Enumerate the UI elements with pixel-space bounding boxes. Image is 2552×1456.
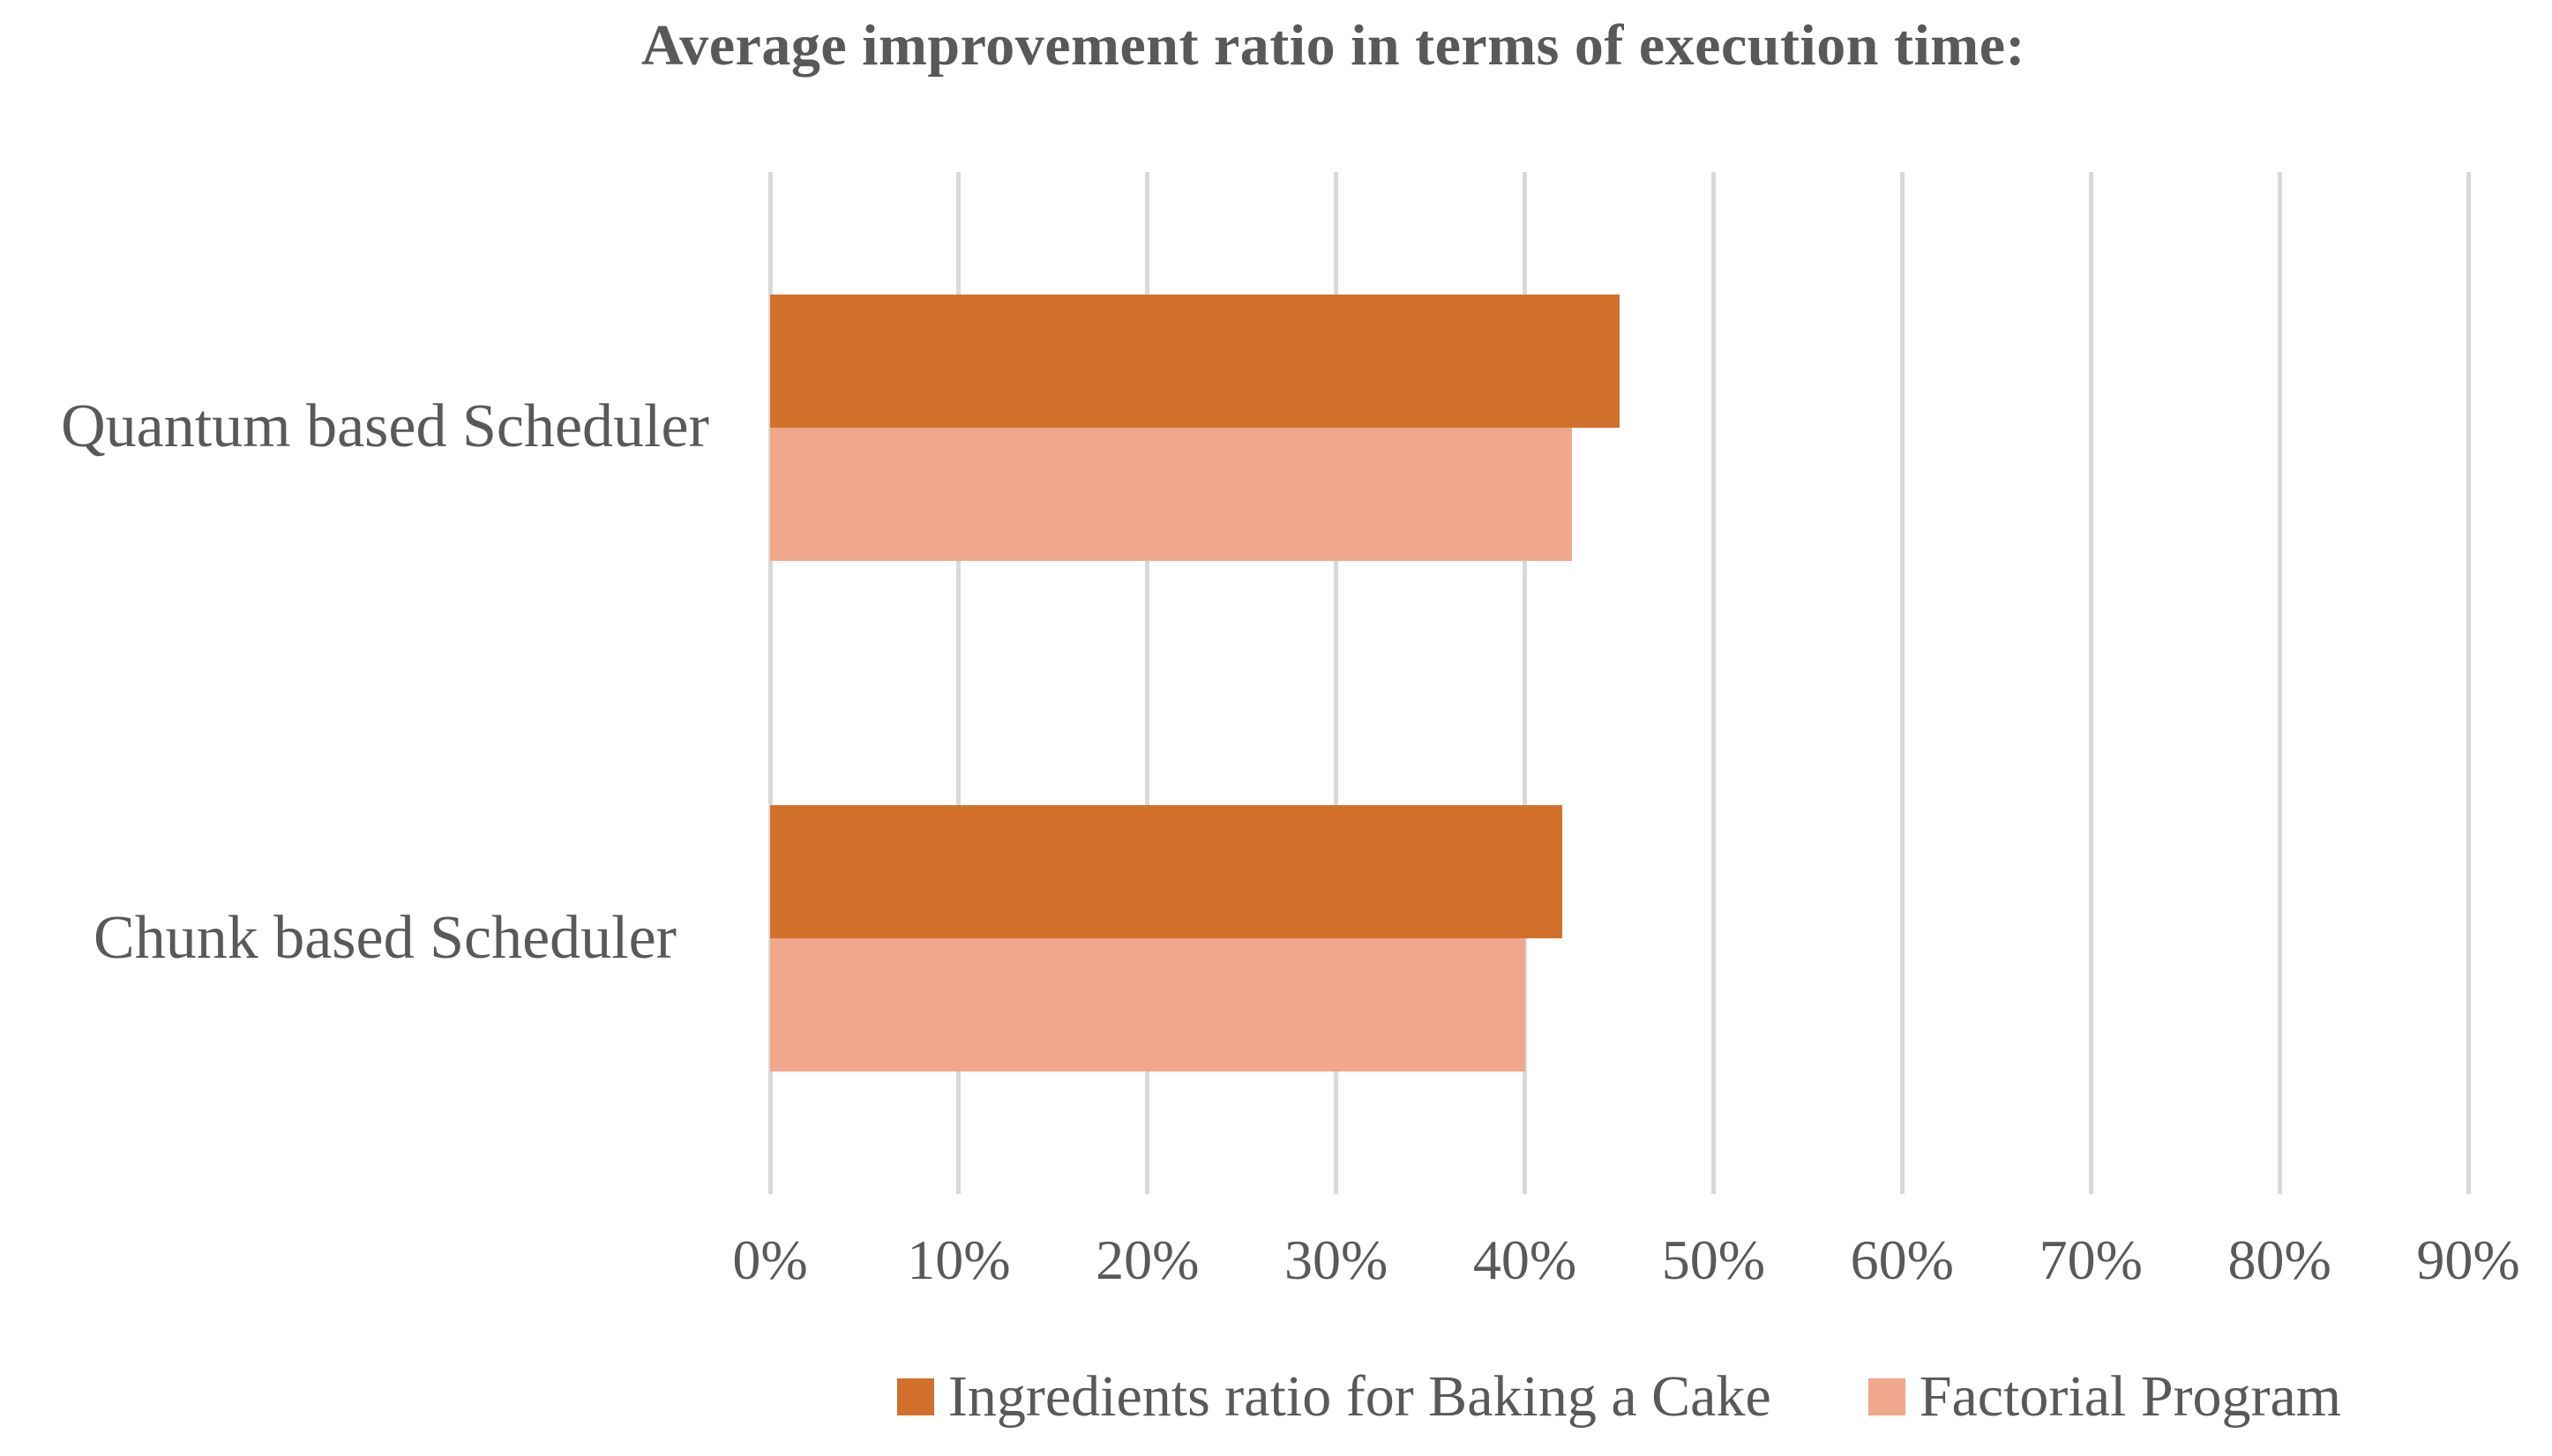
x-axis-tick-label: 0% bbox=[732, 1228, 808, 1291]
x-axis-tick-label: 20% bbox=[1096, 1228, 1200, 1291]
x-axis-tick-label: 10% bbox=[907, 1228, 1011, 1291]
x-axis-tick-label: 90% bbox=[2416, 1228, 2520, 1291]
gridline bbox=[2466, 172, 2471, 1194]
legend-item-series2: Factorial Program bbox=[1867, 1363, 2342, 1430]
chart-title: Average improvement ratio in terms of ex… bbox=[640, 13, 2026, 78]
plot-area bbox=[767, 172, 2471, 1194]
gridline bbox=[1334, 172, 1339, 1194]
gridline bbox=[1899, 172, 1905, 1194]
bar-series2-category1 bbox=[770, 427, 1573, 561]
x-axis: 0% 10% 20% 30% 40% 50% 60% 70% 80% 90% bbox=[732, 1228, 2519, 1307]
gridline bbox=[767, 172, 773, 1194]
x-axis-tick-label: 80% bbox=[2227, 1228, 2331, 1291]
x-axis-tick-label: 30% bbox=[1284, 1228, 1388, 1291]
gridline bbox=[2088, 172, 2093, 1194]
bar-series1-category2 bbox=[770, 805, 1563, 939]
gridline bbox=[2277, 172, 2282, 1194]
legend-item-series1: Ingredients ratio for Baking a Cake bbox=[896, 1363, 1771, 1430]
gridline bbox=[956, 172, 962, 1194]
legend-label-series2: Factorial Program bbox=[1919, 1364, 2342, 1429]
legend-swatch-series2-icon bbox=[1867, 1378, 1905, 1415]
x-axis-tick-label: 40% bbox=[1472, 1228, 1577, 1291]
x-axis-tick-label: 60% bbox=[1850, 1228, 1954, 1291]
legend: Ingredients ratio for Baking a Cake Fact… bbox=[770, 1363, 2468, 1430]
bar-series1-category1 bbox=[770, 294, 1620, 428]
gridline bbox=[1523, 172, 1528, 1194]
gridline bbox=[1710, 172, 1716, 1194]
category-label-quantum-scheduler: Quantum based Scheduler bbox=[61, 392, 709, 460]
category-label-chunk-scheduler: Chunk based Scheduler bbox=[94, 904, 677, 972]
legend-swatch-series1-icon bbox=[896, 1378, 934, 1415]
x-axis-tick-label: 50% bbox=[1661, 1228, 1766, 1291]
x-axis-tick-label: 70% bbox=[2039, 1228, 2143, 1291]
legend-label-series1: Ingredients ratio for Baking a Cake bbox=[947, 1364, 1771, 1429]
bar-series2-category2 bbox=[770, 938, 1525, 1072]
gridline bbox=[1145, 172, 1150, 1194]
